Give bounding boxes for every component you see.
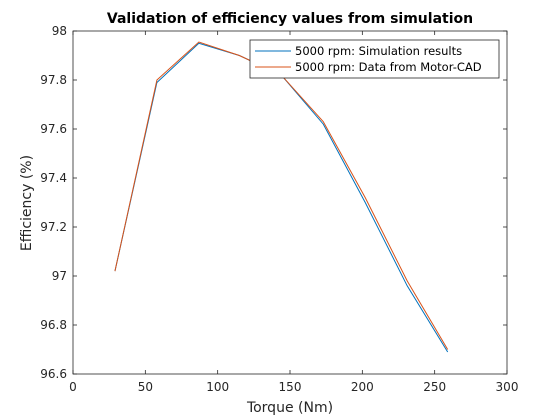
legend-box bbox=[249, 39, 500, 79]
legend-label-simulation: 5000 rpm: Simulation results bbox=[295, 44, 462, 58]
y-tick-label: 96.6 bbox=[40, 367, 67, 381]
y-tick-label: 97.4 bbox=[40, 171, 67, 185]
legend: 5000 rpm: Simulation results 5000 rpm: D… bbox=[249, 39, 500, 79]
y-tick-label: 97.8 bbox=[40, 73, 67, 87]
ticks-layer: 0 50 100 150 200 250 300 96.6 96.8 97 97.2 97.4 97.6… bbox=[40, 24, 518, 394]
y-tick-label: 97 bbox=[52, 269, 67, 283]
x-tick-label: 50 bbox=[138, 380, 153, 394]
x-tick-label: 0 bbox=[69, 380, 77, 394]
x-tick-label: 150 bbox=[279, 380, 302, 394]
y-tick-label: 96.8 bbox=[40, 318, 67, 332]
y-tick-label: 97.6 bbox=[40, 122, 67, 136]
x-tick-label: 100 bbox=[206, 380, 229, 394]
legend-label-motorcad: 5000 rpm: Data from Motor-CAD bbox=[295, 60, 482, 74]
y-tick-label: 98 bbox=[52, 24, 67, 38]
x-tick-label: 250 bbox=[423, 380, 446, 394]
chart-title: Validation of efficiency values from sim… bbox=[107, 11, 473, 27]
x-tick-label: 200 bbox=[351, 380, 374, 394]
y-axis-label: Efficiency (%) bbox=[19, 155, 35, 251]
x-axis-label: Torque (Nm) bbox=[246, 400, 333, 416]
x-tick-label: 300 bbox=[496, 380, 519, 394]
plot-area bbox=[73, 31, 507, 374]
y-tick-label: 97.2 bbox=[40, 220, 67, 234]
